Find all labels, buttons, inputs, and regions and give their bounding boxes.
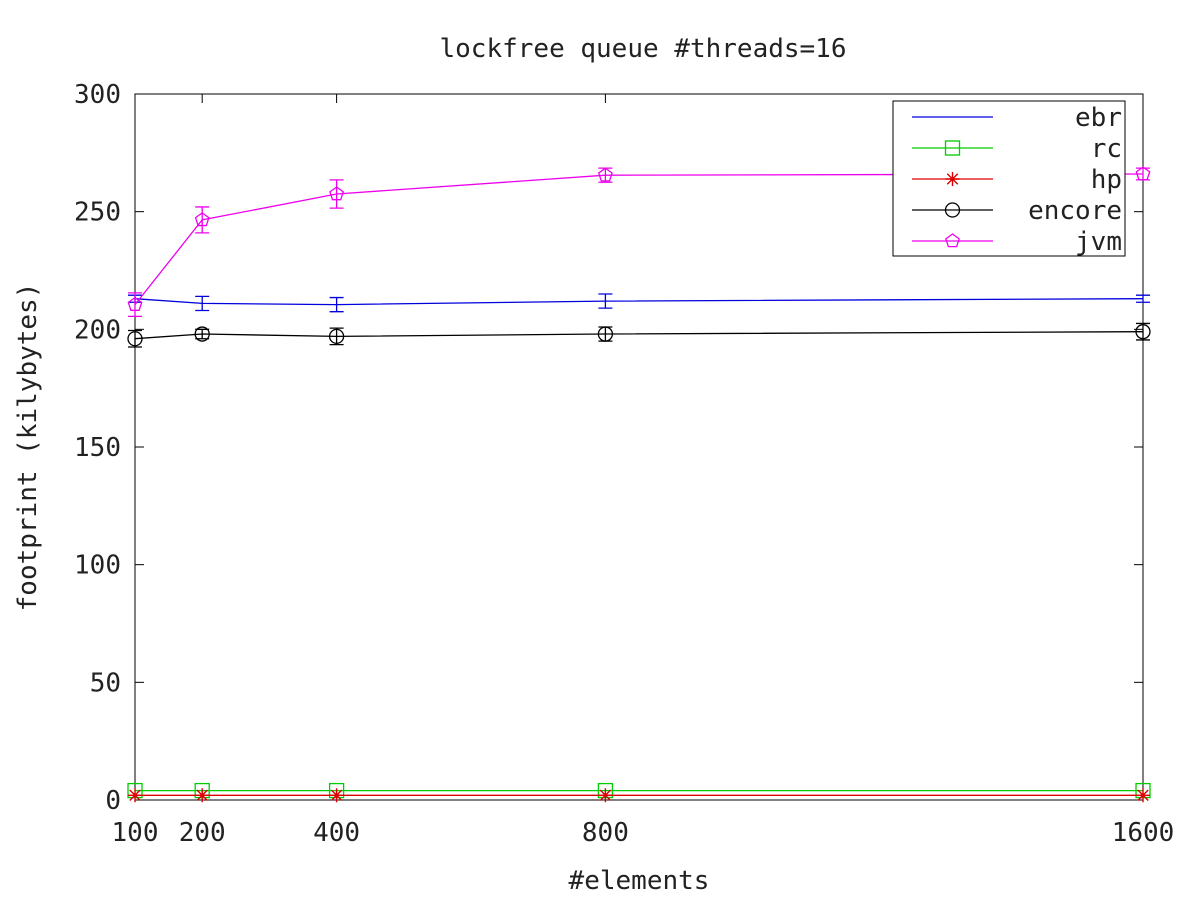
- error-bar-jvm: [195, 206, 210, 234]
- y-tick-label: 200: [74, 315, 121, 345]
- data-point-jvm: [194, 212, 210, 227]
- legend-label-jvm: jvm: [1075, 227, 1122, 257]
- error-bar-jvm: [329, 179, 344, 209]
- data-point-encore: [127, 331, 143, 347]
- data-point-hp: [329, 788, 344, 803]
- y-tick-label: 150: [74, 433, 121, 463]
- data-point-hp: [1136, 788, 1150, 803]
- series-encore: [127, 322, 1151, 348]
- data-point-encore: [328, 328, 345, 345]
- legend-label-encore: encore: [1028, 196, 1122, 226]
- data-point-jvm: [127, 296, 143, 311]
- y-tick-label: 100: [74, 551, 121, 581]
- legend-marker-jvm: [945, 233, 960, 248]
- error-bar-ebr: [598, 293, 613, 309]
- series-line-ebr: [134, 298, 1144, 306]
- y-axis-label: footprint (kilybytes): [13, 283, 43, 612]
- series-ebr: [128, 293, 1150, 313]
- error-bar-jvm: [128, 292, 142, 318]
- data-point-hp: [598, 788, 613, 803]
- data-point-jvm: [597, 167, 613, 182]
- data-point-hp: [195, 788, 210, 803]
- error-bar-ebr: [195, 295, 210, 312]
- series-layer: [127, 166, 1151, 803]
- chart-title: lockfree queue #threads=16: [440, 34, 847, 64]
- error-bar-encore: [1136, 322, 1150, 341]
- x-tick-label: 1600: [1112, 818, 1175, 848]
- x-tick-label: 100: [112, 818, 159, 848]
- series-line-encore: [134, 331, 1144, 340]
- x-axis-label: #elements: [569, 866, 710, 896]
- data-point-encore: [1135, 324, 1151, 340]
- error-bar-encore: [329, 327, 344, 346]
- x-tick-label: 200: [179, 818, 226, 848]
- data-point-jvm: [1135, 166, 1151, 181]
- error-bar-encore: [128, 329, 142, 348]
- error-bar-ebr: [1136, 294, 1150, 303]
- series-jvm: [127, 166, 1151, 318]
- data-point-encore: [597, 326, 614, 342]
- data-point-encore: [194, 326, 210, 342]
- data-point-hp: [128, 788, 142, 803]
- legend-label-hp: hp: [1091, 165, 1122, 195]
- axis-ticks: 0 50 100 150 200 250 300 100 200 400 800 1600: [74, 80, 1174, 848]
- legend-label-rc: rc: [1091, 134, 1122, 164]
- series-hp: [128, 788, 1150, 803]
- legend-marker-hp: [945, 172, 960, 186]
- legend-label-ebr: ebr: [1075, 103, 1122, 133]
- error-bar-ebr: [329, 296, 344, 313]
- y-tick-label: 50: [90, 668, 121, 698]
- legend-marker-rc: [944, 140, 961, 156]
- y-tick-label: 250: [74, 198, 121, 228]
- data-point-jvm: [329, 186, 345, 201]
- x-tick-label: 400: [313, 818, 360, 848]
- y-tick-label: 300: [74, 80, 121, 110]
- legend-marker-encore: [944, 202, 961, 218]
- x-tick-label: 800: [582, 818, 629, 848]
- y-tick-label: 0: [105, 786, 121, 816]
